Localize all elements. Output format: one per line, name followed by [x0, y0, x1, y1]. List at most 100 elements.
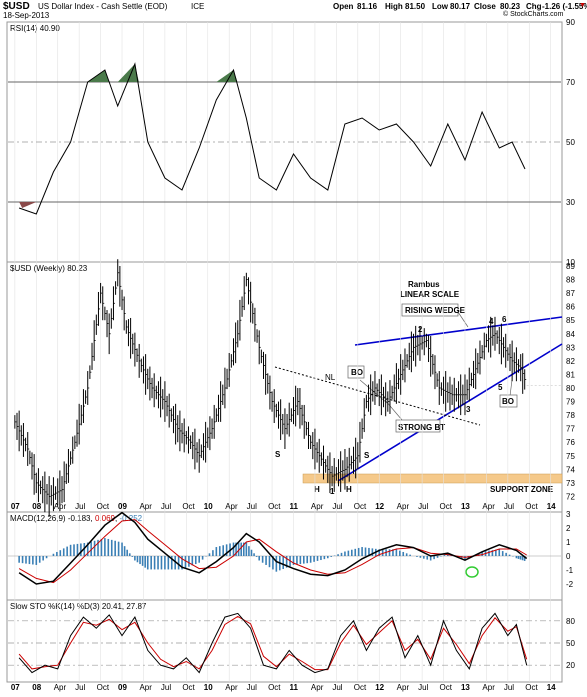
- x-tick-label: Apr: [139, 683, 152, 692]
- annotation-support-zone: SUPPORT ZONE: [490, 485, 554, 494]
- open-value: 81.16: [357, 2, 378, 11]
- chg-value: -1.26 (-1.55%): [542, 2, 587, 11]
- series-layer: [14, 62, 528, 674]
- price-y-tick-label: 80: [566, 384, 575, 393]
- x-tick-label: 14: [547, 683, 556, 692]
- x-tick-label: Jul: [418, 502, 428, 511]
- price-y-tick-label: 88: [566, 276, 575, 285]
- chart-symbol: $USD: [3, 1, 30, 12]
- support-zone: [302, 473, 563, 484]
- x-tick-label: 08: [32, 683, 41, 692]
- price-y-tick-label: 82: [566, 357, 575, 366]
- price-y-tick-label: 87: [566, 289, 575, 298]
- annotation-rambus: Rambus: [408, 280, 440, 289]
- x-tick-label: 12: [375, 683, 384, 692]
- stockcharts-watermark: © StockCharts.com: [503, 11, 564, 18]
- x-tick-label: Oct: [354, 683, 367, 692]
- x-tick-label: 10: [204, 502, 213, 511]
- x-tick-label: Jul: [247, 502, 257, 511]
- annotation-h-right: H: [346, 485, 352, 494]
- annotation-1: 1: [330, 487, 335, 496]
- ticks-layer: 07 07 08 08 Apr Apr Jul Jul Oct Oct 09 09 Apr Apr Jul J…: [11, 18, 576, 692]
- x-tick-label: 11: [290, 502, 299, 511]
- price-y-tick-label: 79: [566, 398, 575, 407]
- sto-legend: Slow STO %K(14) %D(3) 20.41, 27.87: [10, 602, 147, 611]
- x-tick-label: Apr: [54, 502, 67, 511]
- chart-date: 18-Sep-2013: [3, 11, 50, 20]
- bo2-callout-line: [509, 379, 513, 397]
- x-tick-label: Jul: [75, 683, 85, 692]
- annotation-3: 3: [466, 405, 471, 414]
- rising-wedge-callout-line: [457, 311, 469, 328]
- macd-line: [18, 511, 528, 585]
- rising-wedge-lower-line: [337, 343, 563, 482]
- rsi-y-tick-label: 90: [566, 18, 575, 27]
- x-tick-label: Jul: [161, 683, 171, 692]
- open-label: Open: [333, 2, 354, 11]
- x-tick-label: Oct: [268, 502, 281, 511]
- rsi-overbought-fill: [87, 70, 109, 82]
- x-tick-label: Oct: [182, 683, 195, 692]
- rsi-legend: RSI(14) 40.90: [10, 24, 60, 33]
- macd-y-tick-label: 3: [566, 510, 571, 519]
- price-y-tick-label: 78: [566, 411, 575, 420]
- price-y-tick-label: 76: [566, 438, 575, 447]
- low-value: 80.17: [450, 2, 471, 11]
- rising-wedge-upper-line: [354, 316, 563, 346]
- x-tick-label: Oct: [97, 683, 110, 692]
- x-tick-label: Jul: [504, 683, 514, 692]
- annotation-h-left: H: [314, 485, 320, 494]
- chart-security-name: US Dollar Index - Cash Settle (EOD): [38, 2, 168, 11]
- x-tick-label: Apr: [397, 683, 410, 692]
- rsi-line: [18, 62, 526, 215]
- x-tick-label: Oct: [354, 502, 367, 511]
- macd-y-tick-label: 2: [566, 524, 571, 533]
- neckline: [274, 366, 481, 426]
- x-tick-label: Jul: [332, 502, 342, 511]
- price-y-tick-label: 74: [566, 465, 575, 474]
- macd-hist-value: -0.252: [119, 514, 142, 523]
- x-tick-label: Oct: [440, 502, 453, 511]
- chart-header: $USD US Dollar Index - Cash Settle (EOD)…: [0, 0, 587, 20]
- macd-signal-value: 0.069: [95, 514, 116, 523]
- grid-layer: [8, 22, 561, 682]
- x-tick-label: Apr: [225, 683, 238, 692]
- x-tick-label: Apr: [54, 683, 67, 692]
- x-tick-label: Jul: [75, 502, 85, 511]
- macd-legend-name: MACD(12,26,9): [10, 514, 66, 523]
- annotation-linear-scale: LINEAR SCALE: [400, 290, 460, 299]
- annotation-s-left: S: [275, 450, 281, 459]
- bo2-box: [499, 394, 518, 408]
- rsi-oversold-fill: [19, 202, 37, 208]
- chg-down-icon: ▼: [579, 2, 586, 9]
- x-tick-label: Oct: [525, 502, 538, 511]
- x-tick-label: Jul: [247, 683, 257, 692]
- x-tick-label: Oct: [525, 683, 538, 692]
- macd-y-tick-label: 1: [566, 538, 571, 547]
- annotation-5: 5: [498, 383, 503, 392]
- x-tick-label: Oct: [268, 683, 281, 692]
- high-value: 81.50: [405, 2, 426, 11]
- rsi-y-tick-label: 70: [566, 78, 575, 87]
- chg-label: Chg: [526, 2, 542, 11]
- annotation-rising-wedge: RISING WEDGE: [405, 306, 466, 315]
- chart-exchange: ICE: [191, 2, 205, 11]
- x-tick-label: Apr: [311, 683, 324, 692]
- annotation-bo: BO: [351, 368, 363, 377]
- price-y-tick-label: 81: [566, 370, 575, 379]
- price-legend: $USD (Weekly) 80.23: [10, 264, 88, 273]
- rsi-y-tick-label: 50: [566, 138, 575, 147]
- x-tick-label: 14: [547, 502, 556, 511]
- price-y-tick-label: 86: [566, 303, 575, 312]
- x-tick-label: Jul: [504, 502, 514, 511]
- x-tick-label: 09: [118, 683, 127, 692]
- price-y-tick-label: 72: [566, 492, 575, 501]
- macd-y-tick-label: -1: [566, 566, 574, 575]
- price-y-tick-label: 73: [566, 479, 575, 488]
- high-label: High: [385, 2, 403, 11]
- x-tick-label: Jul: [332, 683, 342, 692]
- price-y-tick-label: 83: [566, 343, 575, 352]
- annotation-4: 4: [489, 317, 494, 326]
- sto-y-tick-label: 80: [566, 617, 575, 626]
- price-y-tick-label: 85: [566, 316, 575, 325]
